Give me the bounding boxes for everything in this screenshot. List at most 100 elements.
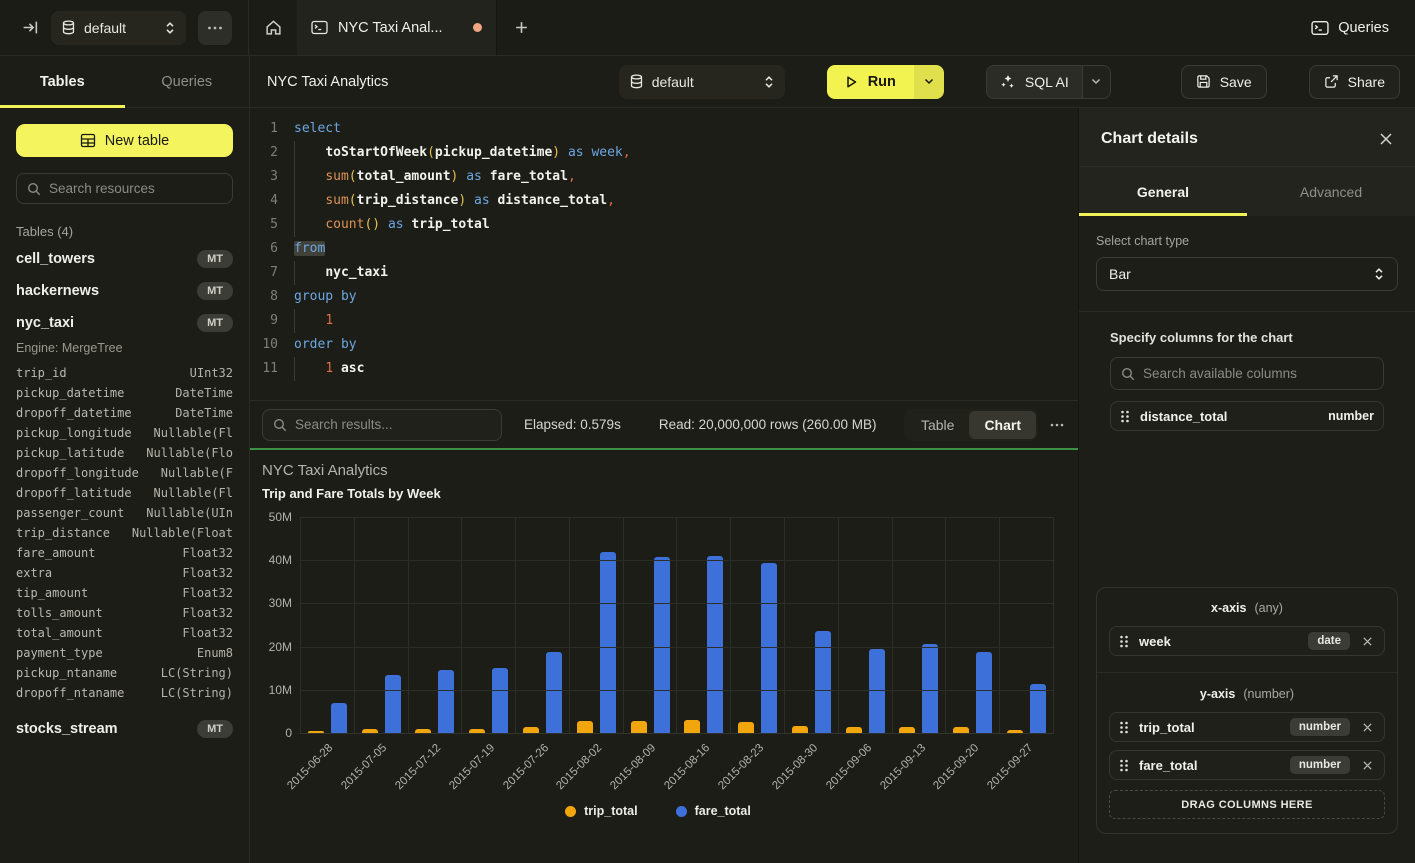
line-number: 10 (250, 333, 294, 357)
line-number: 4 (250, 189, 294, 213)
tab-general[interactable]: General (1079, 167, 1247, 216)
bar-group (1000, 517, 1053, 733)
sidebar-tab-tables[interactable]: Tables (0, 56, 125, 107)
sql-ai-caret[interactable] (1082, 66, 1110, 98)
drag-handle-icon[interactable] (1119, 721, 1129, 734)
run-button[interactable]: Run (827, 65, 944, 99)
sql-editor[interactable]: 1select2 toStartOfWeek(pickup_datetime) … (250, 108, 1078, 400)
save-button[interactable]: Save (1181, 65, 1267, 99)
table-item-nyc_taxi[interactable]: nyc_taxiMT (16, 307, 233, 339)
table-item-hackernews[interactable]: hackernewsMT (16, 275, 233, 307)
sidebar-more-button[interactable] (198, 11, 232, 45)
chart-type-value: Bar (1109, 266, 1373, 282)
column-pill-trip_total[interactable]: trip_totalnumber (1109, 712, 1385, 742)
collapse-sidebar-button[interactable] (22, 19, 39, 36)
line-number: 1 (250, 117, 294, 141)
tab-bar: NYC Taxi Anal... (249, 0, 1311, 55)
new-table-button[interactable]: New table (16, 124, 233, 157)
bar-group (516, 517, 569, 733)
legend-dot (676, 806, 687, 817)
column-row: dropoff_longitudeNullable(F (16, 463, 233, 483)
columns-search-input[interactable] (1143, 366, 1373, 381)
column-row: dropoff_datetimeDateTime (16, 403, 233, 423)
token (294, 265, 325, 280)
axes-config-box: x-axis(any) weekdate y-axis(number) trip… (1096, 587, 1398, 834)
top-bar-left: default (0, 0, 249, 55)
token: , (568, 169, 576, 184)
sidebar-tab-queries[interactable]: Queries (125, 56, 250, 107)
resource-search-input[interactable] (49, 181, 226, 196)
legend-item-trip_total[interactable]: trip_total (565, 804, 637, 818)
column-row: payment_typeEnum8 (16, 643, 233, 663)
remove-column-button[interactable] (1360, 760, 1375, 771)
token (482, 169, 490, 184)
sidebar-tab-tables-label: Tables (40, 74, 85, 90)
chart-type-select[interactable]: Bar (1096, 257, 1398, 291)
code-line: 2 toStartOfWeek(pickup_datetime) as week… (250, 141, 1078, 165)
token: toStartOfWeek (325, 145, 427, 160)
y-axis-header: y-axis(number) (1109, 687, 1385, 712)
token: fare_total (490, 169, 568, 184)
view-table-button[interactable]: Table (906, 411, 969, 439)
code-text: sum(total_amount) as fare_total, (294, 165, 576, 189)
sidebar-content: New table Tables (4) cell_towersMThacker… (0, 108, 249, 863)
bar-group (731, 517, 784, 733)
home-button[interactable] (249, 0, 297, 55)
close-panel-button[interactable] (1379, 132, 1393, 146)
table-engine-label: Engine: MergeTree (16, 339, 233, 363)
drag-handle-icon[interactable] (1119, 635, 1129, 648)
bar-trip_total (899, 727, 915, 733)
tables-list: cell_towersMThackernewsMTnyc_taxiMTEngin… (16, 243, 233, 745)
tab-advanced[interactable]: Advanced (1247, 167, 1415, 216)
column-pill-week[interactable]: weekdate (1109, 626, 1385, 656)
legend-item-fare_total[interactable]: fare_total (676, 804, 751, 818)
column-name: dropoff_longitude (16, 463, 139, 483)
column-type: Nullable(Flo (146, 443, 233, 463)
token: group by (294, 289, 357, 304)
column-row: tolls_amountFloat32 (16, 603, 233, 623)
bar-fare_total (546, 652, 562, 733)
column-type: Float32 (182, 543, 233, 563)
code-text: select (294, 117, 341, 141)
chart-type-label: Select chart type (1096, 234, 1398, 248)
column-pill-distance_total[interactable]: distance_totalnumber (1110, 401, 1384, 431)
plus-icon (514, 20, 529, 35)
chart-column (676, 517, 730, 733)
column-name: dropoff_datetime (16, 403, 132, 423)
column-type: Enum8 (197, 643, 233, 663)
column-name: dropoff_ntaname (16, 683, 124, 703)
drop-zone[interactable]: DRAG COLUMNS HERE (1109, 790, 1385, 819)
remove-column-button[interactable] (1360, 722, 1375, 733)
remove-column-button[interactable] (1360, 636, 1375, 647)
token (333, 361, 341, 376)
column-pill-fare_total[interactable]: fare_totalnumber (1109, 750, 1385, 780)
token: 1 (325, 361, 333, 376)
results-search-input[interactable] (295, 417, 491, 432)
database-selector[interactable]: default (619, 65, 785, 99)
queries-button[interactable]: Queries (1311, 20, 1389, 36)
new-tab-button[interactable] (497, 0, 545, 55)
table-item-cell_towers[interactable]: cell_towersMT (16, 243, 233, 275)
view-chart-button[interactable]: Chart (969, 411, 1036, 439)
chevron-updown-icon (1373, 267, 1385, 281)
token: nyc_taxi (325, 265, 388, 280)
results-more-button[interactable] (1050, 423, 1064, 427)
run-options-caret[interactable] (914, 65, 944, 99)
tab-nyc-taxi-analytics[interactable]: NYC Taxi Anal... (297, 0, 497, 55)
line-number: 6 (250, 237, 294, 261)
table-item-stocks_stream[interactable]: stocks_streamMT (16, 713, 233, 745)
database-selector[interactable]: default (51, 11, 186, 45)
share-button[interactable]: Share (1309, 65, 1400, 99)
drag-handle-icon[interactable] (1120, 410, 1130, 423)
column-type: Float32 (182, 563, 233, 583)
sql-ai-button[interactable]: SQL AI (986, 65, 1111, 99)
token: pickup_datetime (435, 145, 552, 160)
home-icon (265, 19, 282, 36)
main-area: NYC Taxi Analytics default Run (250, 56, 1415, 863)
drag-handle-icon[interactable] (1119, 759, 1129, 772)
columns-block: Specify columns for the chart distance_t… (1096, 312, 1398, 431)
bar-fare_total (600, 552, 616, 733)
token (294, 145, 325, 160)
column-row: trip_idUInt32 (16, 363, 233, 383)
run-button-label: Run (868, 74, 896, 90)
